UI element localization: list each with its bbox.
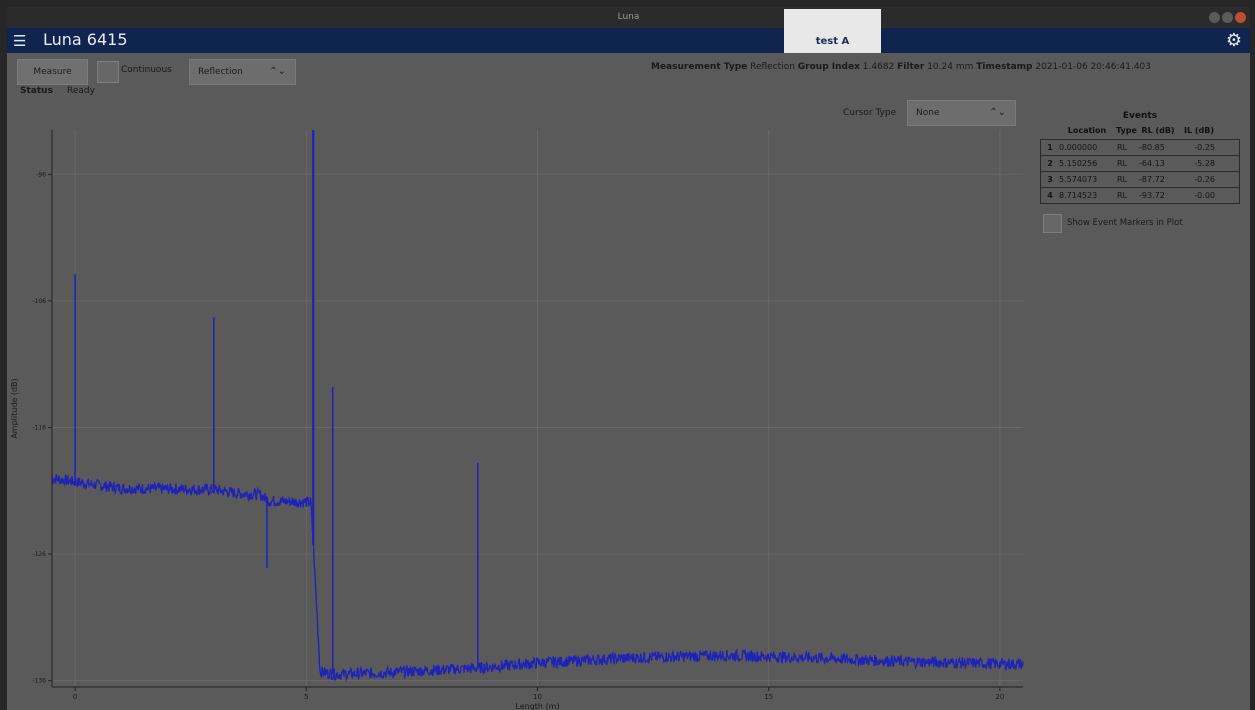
events-header-il: IL (dB) <box>1184 126 1214 135</box>
event-type: RL <box>1117 143 1128 152</box>
amplitude-plot[interactable]: 0 5 10 15 20 -96 -106 -116 -126 -136 Length (m) Amp… <box>7 123 1037 710</box>
x-tick-label: 10 <box>533 693 542 701</box>
x-tick-label: 5 <box>304 693 308 701</box>
continuous-label: Continuous <box>121 65 172 75</box>
app-header: ☰ Luna 6415 test A ⚙ <box>7 9 1250 53</box>
event-number: 2 <box>1047 159 1053 168</box>
measure-button[interactable]: Measure <box>17 59 88 85</box>
event-type: RL <box>1117 191 1128 200</box>
window-title: Luna <box>617 12 640 22</box>
x-axis-label: Length (m) <box>515 702 559 710</box>
event-location: 5.574073 <box>1059 175 1098 184</box>
status-label: Status <box>20 86 53 96</box>
event-il: -5.28 <box>1194 159 1215 168</box>
event-type: RL <box>1117 175 1128 184</box>
events-header-row: Location Type RL (dB) IL (dB) <box>1040 126 1240 135</box>
table-row[interactable]: 4 8.714523 RL -93.72 -0.00 <box>1041 188 1239 203</box>
event-rl: -87.72 <box>1139 175 1165 184</box>
series-trace <box>51 474 1024 683</box>
hamburger-menu-icon[interactable]: ☰ <box>13 32 27 50</box>
measurement-type-label: Measurement Type <box>651 62 748 72</box>
group-index-value: 1.4682 <box>862 62 895 72</box>
x-tick-label: 20 <box>995 693 1004 701</box>
y-tick-label: -136 <box>32 678 46 685</box>
y-tick-label: -116 <box>32 424 46 431</box>
window-maximize-icon[interactable] <box>1222 12 1233 23</box>
event-il: -0.25 <box>1194 143 1215 152</box>
event-il: -0.26 <box>1194 175 1215 184</box>
event-il: -0.00 <box>1194 191 1215 200</box>
cursor-type-label: Cursor Type <box>843 108 897 118</box>
window-minimize-icon[interactable] <box>1209 12 1220 23</box>
x-tick-label: 15 <box>764 693 773 701</box>
y-tick-label: -96 <box>36 171 46 178</box>
mode-select-value: Reflection <box>198 67 243 77</box>
x-tick-label: 0 <box>73 693 77 701</box>
events-title: Events <box>1122 111 1158 121</box>
filter-value: 10.24 mm <box>927 62 974 72</box>
timestamp-label: Timestamp <box>976 62 1033 72</box>
events-panel: Events Location Type RL (dB) IL (dB) 1 0… <box>1040 111 1240 234</box>
cursor-type-select[interactable]: None ⌃⌄ <box>907 100 1016 126</box>
y-axis-label: Amplitude (dB) <box>10 378 19 438</box>
event-location: 8.714523 <box>1059 191 1098 200</box>
events-header-type: Type <box>1116 126 1137 135</box>
events-header-rl: RL (dB) <box>1141 126 1175 135</box>
event-location: 5.150256 <box>1059 159 1098 168</box>
gear-icon[interactable]: ⚙ <box>1225 30 1242 51</box>
events-table: 1 0.000000 RL -80.85 -0.25 2 5.150256 RL… <box>1040 139 1240 204</box>
group-index-label: Group Index <box>797 62 860 72</box>
tab-test-a[interactable]: test A <box>784 9 881 53</box>
table-row[interactable]: 3 5.574073 RL -87.72 -0.26 <box>1041 172 1239 188</box>
app-title: Luna 6415 <box>43 30 128 49</box>
event-rl: -93.72 <box>1139 191 1165 200</box>
event-rl: -80.85 <box>1139 143 1165 152</box>
event-number: 3 <box>1047 175 1053 184</box>
cursor-type-value: None <box>916 108 940 118</box>
events-header-location: Location <box>1067 126 1107 135</box>
table-row[interactable]: 2 5.150256 RL -64.13 -5.28 <box>1041 156 1239 172</box>
y-tick-label: -106 <box>32 298 46 305</box>
measurement-info: Measurement Type Reflection Group Index … <box>651 62 1151 72</box>
mode-select[interactable]: Reflection ⌃⌄ <box>189 59 296 85</box>
filter-label: Filter <box>897 62 925 72</box>
continuous-checkbox[interactable] <box>97 61 119 83</box>
event-rl: -64.13 <box>1139 159 1165 168</box>
window-close-icon[interactable] <box>1235 12 1246 23</box>
event-type: RL <box>1117 159 1128 168</box>
show-markers-checkbox[interactable] <box>1043 214 1062 233</box>
show-markers-row: Show Event Markers in Plot <box>1040 214 1240 234</box>
chevron-updown-icon: ⌃⌄ <box>989 107 1006 118</box>
y-tick-label: -126 <box>32 551 46 558</box>
event-location: 0.000000 <box>1059 143 1098 152</box>
window-titlebar: Luna <box>7 7 1250 28</box>
event-number: 1 <box>1047 143 1053 152</box>
status-value: Ready <box>67 86 95 96</box>
event-number: 4 <box>1047 191 1053 200</box>
main-content: Measure Continuous Reflection ⌃⌄ Status … <box>7 53 1250 710</box>
timestamp-value: 2021-01-06 20:46:41.403 <box>1035 62 1151 72</box>
chevron-updown-icon: ⌃⌄ <box>269 66 286 77</box>
show-markers-label: Show Event Markers in Plot <box>1067 218 1183 228</box>
table-row[interactable]: 1 0.000000 RL -80.85 -0.25 <box>1041 140 1239 156</box>
measurement-type-value: Reflection <box>750 62 795 72</box>
